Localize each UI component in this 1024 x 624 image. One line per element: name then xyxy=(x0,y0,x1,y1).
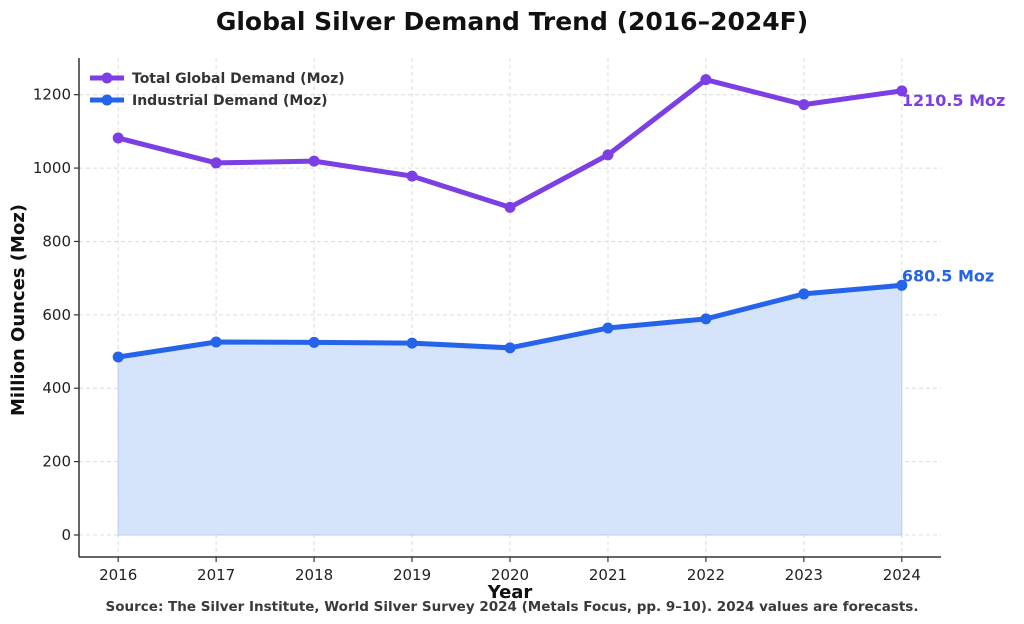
y-tick-label: 1000 xyxy=(33,159,71,177)
axes: 2016 2017 2018 2019 2020 2021 2022 2023 2024 0 200… xyxy=(33,58,941,584)
y-tick-label: 600 xyxy=(42,306,71,324)
x-tick-label: 2017 xyxy=(197,566,235,584)
legend-swatch-marker xyxy=(101,72,113,84)
legend-swatch-marker xyxy=(101,94,113,106)
data-point xyxy=(210,157,222,169)
data-point xyxy=(602,322,614,334)
data-point xyxy=(112,351,124,363)
x-tick-label: 2022 xyxy=(687,566,725,584)
data-point xyxy=(406,170,418,182)
data-point xyxy=(700,313,712,325)
data-point xyxy=(406,337,418,349)
data-point xyxy=(700,74,712,86)
x-tick-label: 2024 xyxy=(883,566,921,584)
x-tick-label: 2023 xyxy=(785,566,823,584)
data-point xyxy=(210,336,222,348)
x-tick-label: 2018 xyxy=(295,566,333,584)
data-point xyxy=(504,201,516,213)
data-point xyxy=(308,336,320,348)
y-tick-label: 800 xyxy=(42,232,71,250)
end-value-label: 1210.5 Moz xyxy=(902,91,1006,110)
y-tick-label: 200 xyxy=(42,453,71,471)
source-note: Source: The Silver Institute, World Silv… xyxy=(106,599,919,615)
x-tick-label: 2021 xyxy=(589,566,627,584)
series-layer: 1210.5 Moz 680.5 Moz xyxy=(112,74,1006,363)
chart-title: Global Silver Demand Trend (2016–2024F) xyxy=(216,7,808,36)
data-point xyxy=(504,342,516,354)
data-point xyxy=(112,132,124,144)
data-point xyxy=(308,155,320,167)
x-tick-label: 2016 xyxy=(99,566,137,584)
data-point xyxy=(602,149,614,161)
y-tick-label: 1200 xyxy=(33,86,71,104)
x-tick-label: 2019 xyxy=(393,566,431,584)
end-value-label: 680.5 Moz xyxy=(902,266,994,285)
legend-label: Total Global Demand (Moz) xyxy=(132,71,345,87)
y-tick-label: 0 xyxy=(61,526,71,544)
data-point xyxy=(896,85,908,97)
x-tick-label: 2020 xyxy=(491,566,529,584)
data-point xyxy=(798,288,810,300)
area-fill-1 xyxy=(117,284,903,536)
area-fill-layer xyxy=(117,284,903,536)
x-axis-label: Year xyxy=(487,582,533,603)
data-point xyxy=(798,99,810,111)
data-point xyxy=(896,279,908,291)
y-tick-label: 400 xyxy=(42,379,71,397)
legend-label: Industrial Demand (Moz) xyxy=(132,93,328,109)
y-axis-label: Million Ounces (Moz) xyxy=(8,204,29,416)
legend: Total Global Demand (Moz) Industrial Dema… xyxy=(90,71,345,109)
